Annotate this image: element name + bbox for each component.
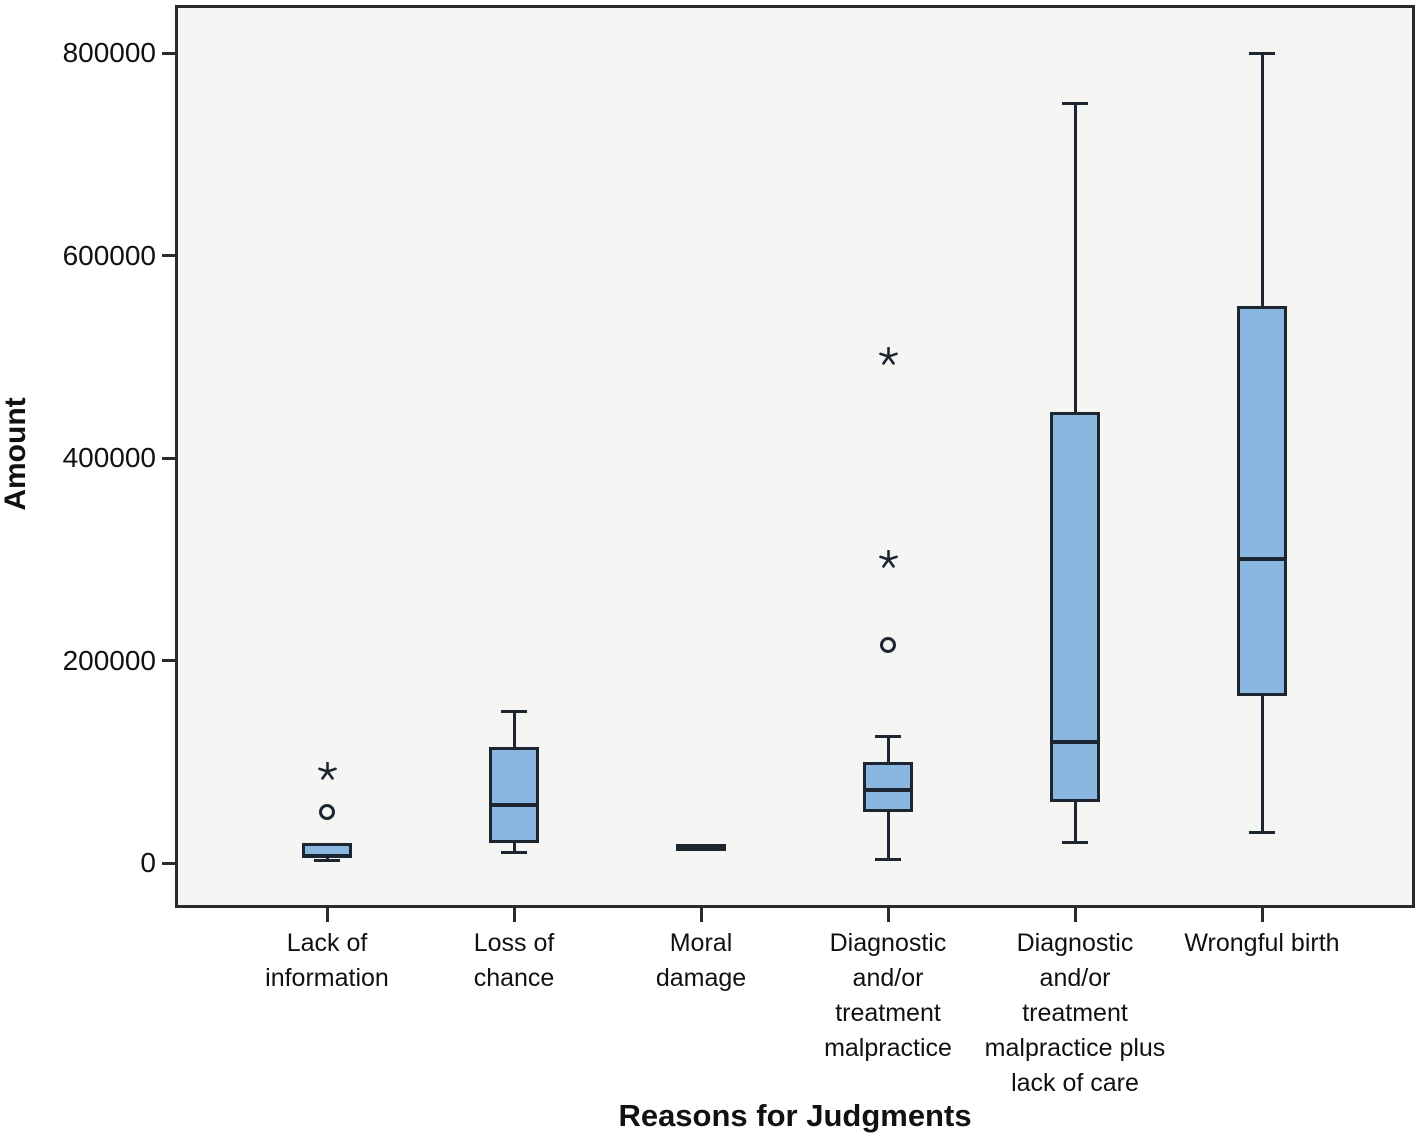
median-line [1237, 557, 1287, 562]
lower-whisker-cap [501, 851, 527, 855]
x-category-label: Diagnostic and/or treatment malpractice [824, 929, 952, 1062]
x-axis-tick [1260, 908, 1264, 922]
y-axis-tick [162, 861, 175, 865]
upper-whisker-cap [501, 709, 527, 713]
y-axis-tick [162, 254, 175, 257]
upper-whisker-cap [1062, 102, 1088, 106]
lower-whisker-cap [314, 859, 340, 863]
x-category-label: Loss of chance [473, 929, 555, 992]
x-category-label: Wrongful birth [1184, 929, 1340, 957]
x-axis-tick [512, 908, 516, 922]
upper-whisker-line [1260, 53, 1264, 307]
lower-whisker-cap [1249, 831, 1275, 835]
outlier-circle-icon [880, 637, 896, 654]
x-category-label: Diagnostic and/or treatment malpractice … [984, 929, 1166, 1097]
median-line [302, 853, 352, 858]
x-axis-tick [699, 908, 703, 922]
plot-area [175, 5, 1415, 908]
lower-whisker-cap [1062, 841, 1088, 845]
y-axis-tick [162, 51, 175, 55]
median-line [1050, 739, 1100, 744]
lower-whisker-line [886, 812, 890, 860]
outlier-star-icon [878, 346, 898, 366]
box [1050, 412, 1100, 803]
y-axis-tick [162, 456, 175, 460]
x-axis-tick [886, 908, 890, 922]
y-axis-title: Amount [0, 397, 32, 511]
y-tick-label: 600000 [62, 239, 156, 271]
lower-whisker-line [1260, 695, 1264, 833]
y-tick-label: 800000 [62, 37, 156, 68]
median-line [489, 803, 539, 808]
y-tick-label: 400000 [62, 442, 156, 473]
median-line [676, 845, 726, 850]
x-category-label: Lack of information [265, 929, 389, 992]
x-axis-tick [1073, 908, 1077, 922]
upper-whisker-cap [1249, 51, 1275, 55]
x-axis-tick [325, 908, 329, 922]
outlier-star-icon [317, 762, 337, 781]
lower-whisker-line [1073, 802, 1077, 843]
box [489, 746, 539, 843]
outlier-star-icon [878, 549, 898, 569]
box [1237, 306, 1287, 696]
y-axis-tick [162, 659, 175, 662]
y-tick-label: 200000 [62, 644, 156, 676]
y-tick-label: 0 [140, 847, 156, 878]
upper-whisker-line [512, 711, 516, 747]
upper-whisker-line [1073, 103, 1077, 413]
outlier-circle-icon [319, 804, 335, 821]
lower-whisker-cap [875, 858, 901, 862]
upper-whisker-cap [875, 734, 901, 738]
x-axis-title: Reasons for Judgments [618, 1098, 972, 1133]
lower-whisker-line [512, 842, 516, 853]
median-line [863, 788, 913, 793]
box [863, 761, 913, 813]
upper-whisker-line [886, 736, 890, 762]
x-category-label: Moral damage [655, 929, 747, 992]
